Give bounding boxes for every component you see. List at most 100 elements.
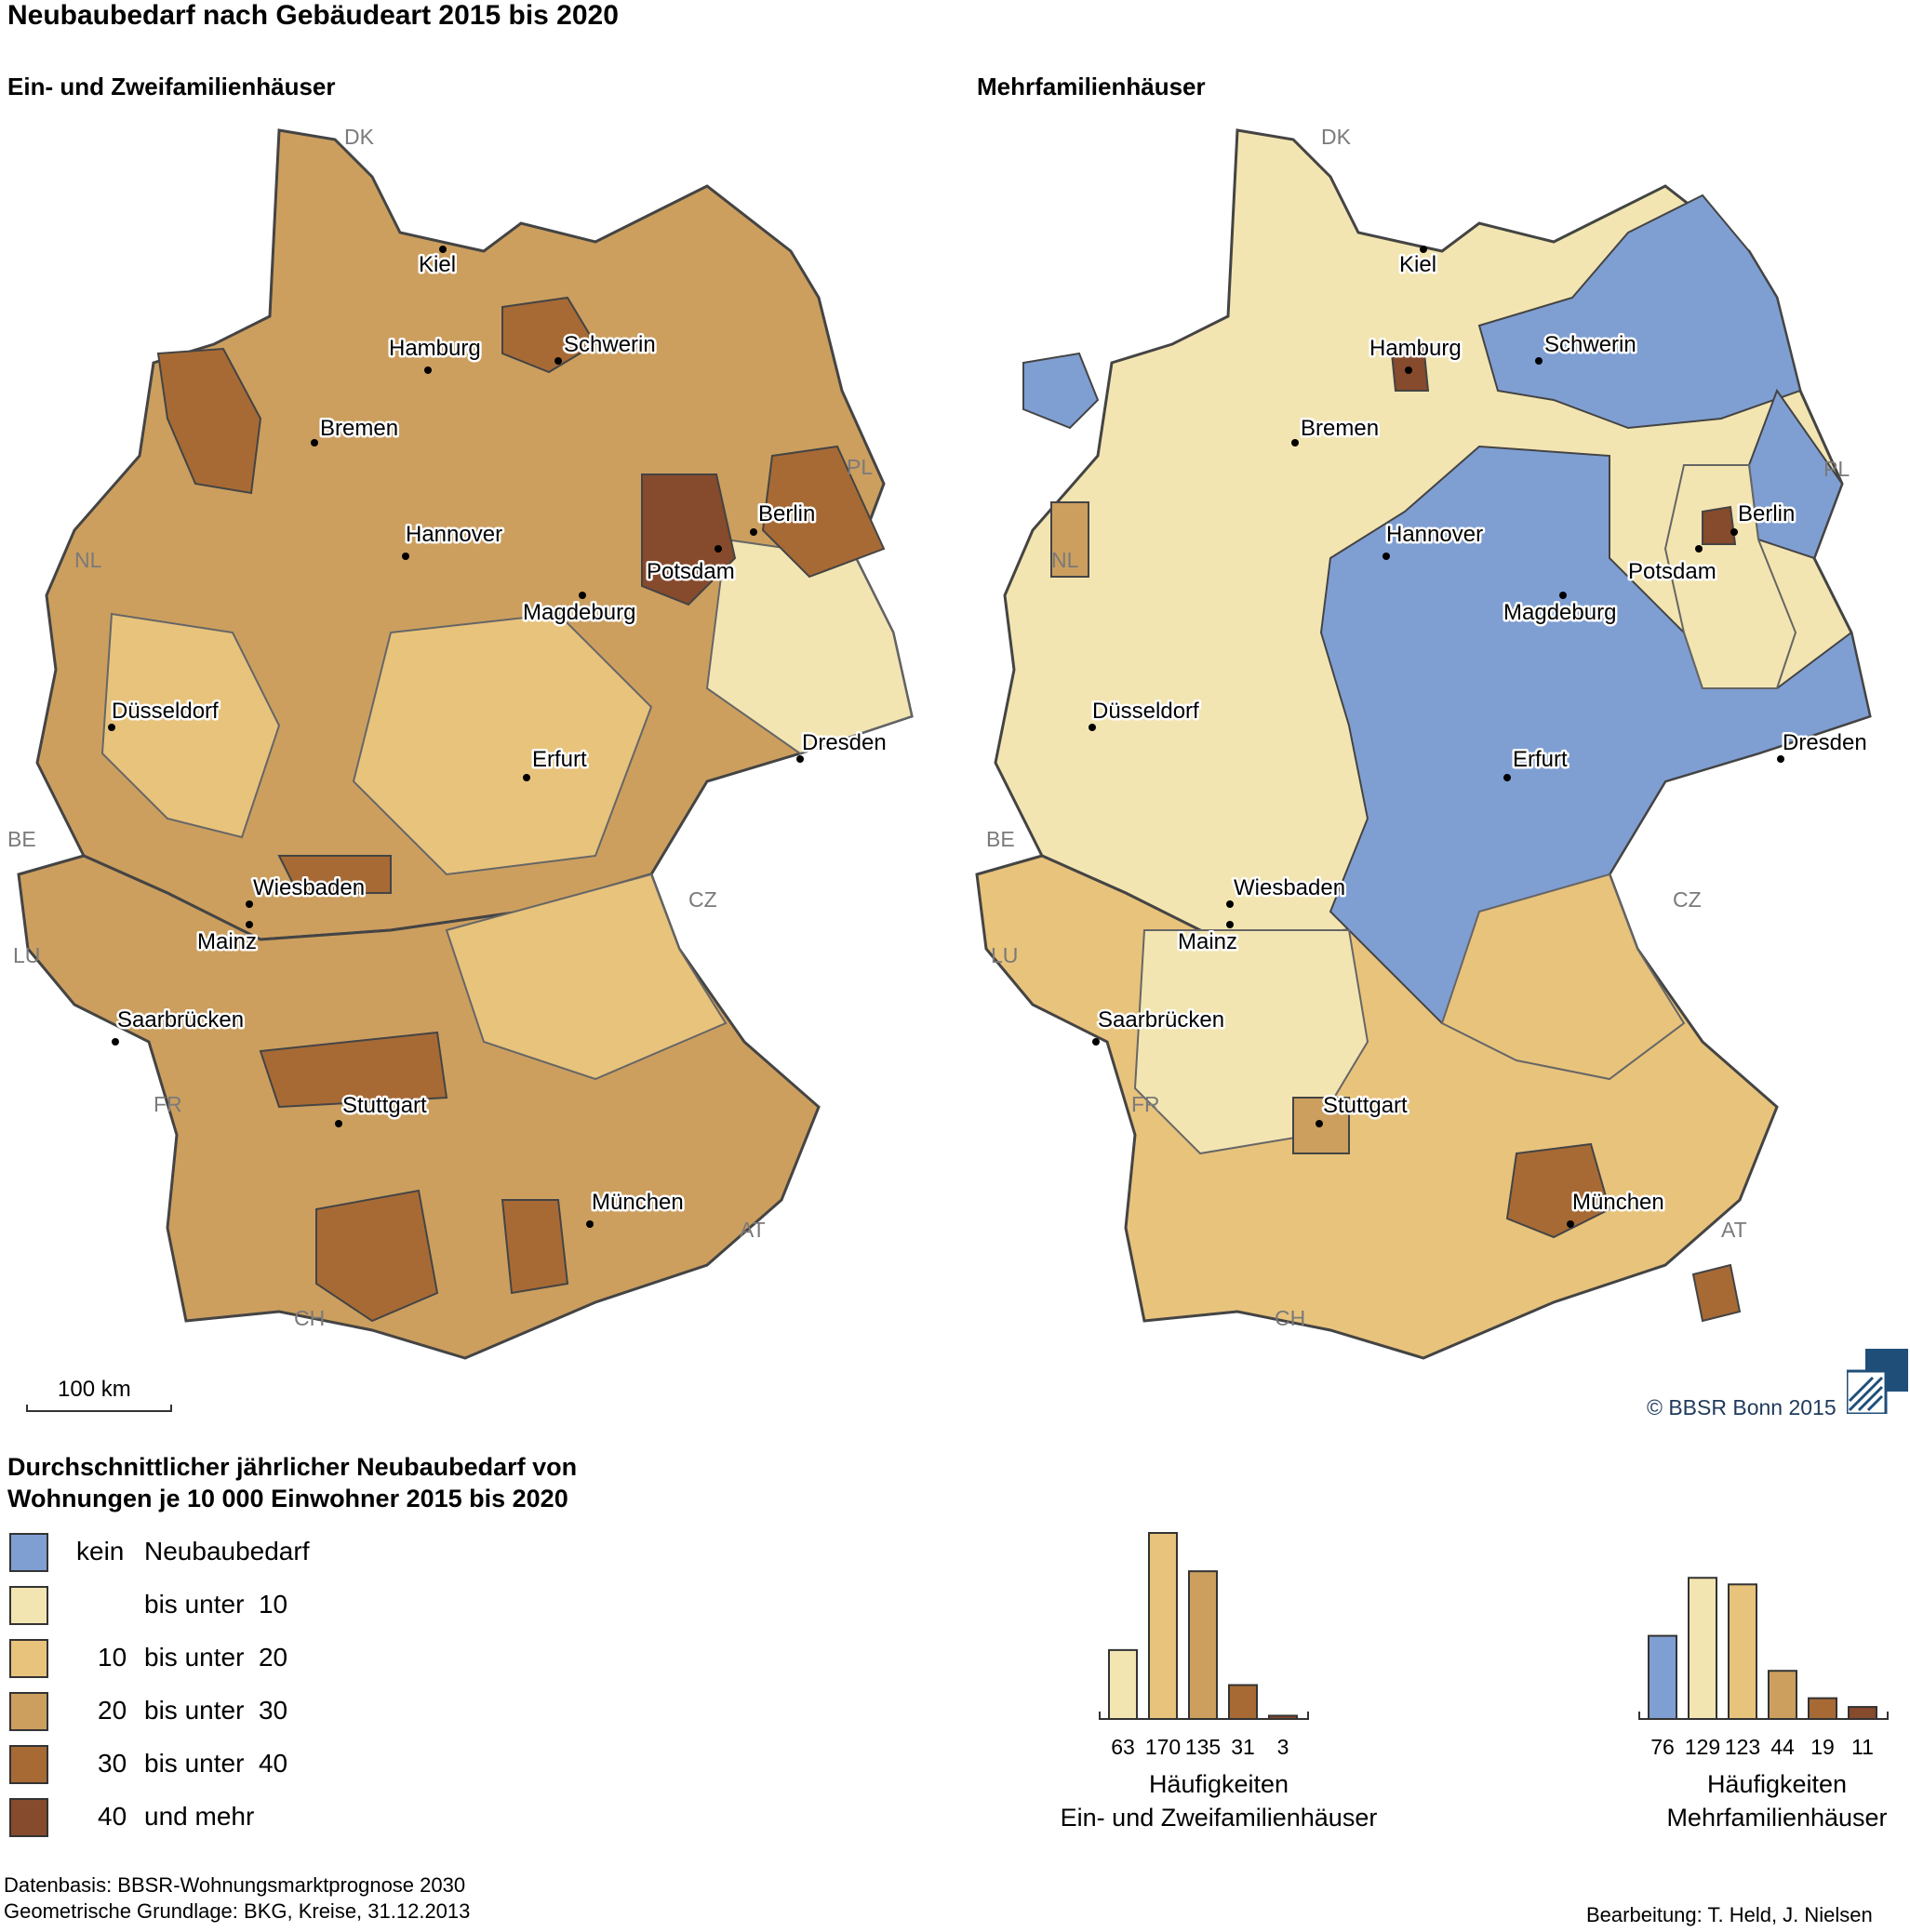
footer-author: Bearbeitung: T. Held, J. Nielsen bbox=[1586, 1903, 1873, 1926]
region-blue-northwest-mfh bbox=[1022, 352, 1100, 430]
city-label: Kiel bbox=[1399, 252, 1436, 277]
city-label: Hamburg bbox=[389, 336, 481, 361]
histogram-bar bbox=[1728, 1583, 1757, 1721]
germany-outline-efh bbox=[17, 128, 914, 1360]
footer-source-2: Geometrische Grundlage: BKG, Kreise, 31.… bbox=[4, 1899, 471, 1923]
city-label: Erfurt bbox=[1513, 747, 1568, 772]
country-label: CZ bbox=[1673, 887, 1702, 912]
legend-from: 40 bbox=[98, 1802, 127, 1831]
country-label: AT bbox=[740, 1218, 766, 1242]
country-label: LU bbox=[991, 943, 1018, 967]
city-labels-efh: Kiel Hamburg Schwerin Bremen Hannover Be… bbox=[108, 246, 888, 1228]
legend-label: und mehr bbox=[144, 1802, 255, 1831]
city-label: Mainz bbox=[197, 929, 257, 954]
city-label: Kiel bbox=[419, 252, 456, 277]
histogram-caption-line: Mehrfamilienhäuser bbox=[1666, 1804, 1888, 1832]
city-labels-mfh: Kiel Hamburg Schwerin Bremen Hannover Be… bbox=[1089, 246, 1869, 1228]
legend-label: Neubaubedarf bbox=[144, 1537, 310, 1566]
country-label: NL bbox=[1051, 548, 1079, 572]
city-label: Bremen bbox=[320, 416, 398, 441]
legend-swatch bbox=[9, 1639, 48, 1678]
region-dark-ne-efh bbox=[761, 445, 886, 579]
city-label: Wiesbaden bbox=[1234, 875, 1345, 900]
city-label: Schwerin bbox=[564, 332, 656, 357]
histogram-value-label: 123 bbox=[1725, 1735, 1760, 1758]
city-label: Mainz bbox=[1178, 929, 1237, 954]
city-label: Hamburg bbox=[1369, 336, 1462, 361]
scalebar bbox=[26, 1405, 172, 1412]
city-label: Berlin bbox=[758, 501, 815, 526]
legend-label: bis unter 40 bbox=[144, 1749, 288, 1778]
histogram-value-label: 63 bbox=[1111, 1735, 1135, 1758]
histogram-bar bbox=[1688, 1577, 1717, 1720]
region-mid-west-mfh bbox=[1050, 501, 1089, 578]
region-light-west-efh bbox=[100, 612, 281, 839]
city-label: Düsseldorf bbox=[112, 699, 219, 724]
city-label: München bbox=[1572, 1190, 1664, 1215]
country-labels-efh: DK NL PL BE LU CZ FR AT CH bbox=[7, 125, 873, 1330]
map-efh: DK NL PL BE LU CZ FR AT CH Kiel Hamburg … bbox=[7, 125, 914, 1360]
histogram-value-label: 135 bbox=[1185, 1735, 1221, 1758]
legend-from: 20 bbox=[98, 1696, 127, 1725]
region-dark-schwerin-efh bbox=[501, 296, 597, 374]
region-dark-south2-efh bbox=[501, 1199, 569, 1295]
city-label: Saarbrücken bbox=[1098, 1007, 1224, 1033]
legend-label: bis unter 20 bbox=[144, 1643, 288, 1672]
country-label: LU bbox=[13, 943, 40, 967]
histogram-caption-mfh: Häufigkeiten Mehrfamilienhäuser bbox=[1647, 1767, 1907, 1834]
histogram-caption-line: Häufigkeiten bbox=[1706, 1770, 1848, 1798]
city-label: Dresden bbox=[802, 730, 887, 755]
histogram-axis bbox=[1638, 1712, 1889, 1720]
city-label: Schwerin bbox=[1544, 332, 1636, 357]
city-label: Wiesbaden bbox=[253, 875, 365, 900]
copyright: © BBSR Bonn 2015 bbox=[1647, 1395, 1837, 1419]
legend-title-line: Durchschnittlicher jährlicher Neubaubeda… bbox=[7, 1453, 578, 1481]
scalebar-label: 100 km bbox=[58, 1377, 131, 1402]
legend-from: kein bbox=[76, 1537, 125, 1566]
histogram-bar bbox=[1228, 1684, 1258, 1721]
histogram-efh: 63 170 135 31 3 bbox=[1099, 1532, 1309, 1758]
city-label: Hannover bbox=[1386, 522, 1483, 547]
region-dark-alps-mfh bbox=[1691, 1263, 1742, 1323]
legend-swatch bbox=[9, 1745, 48, 1784]
legend-swatch bbox=[9, 1692, 48, 1731]
region-mid-bavaria-mfh bbox=[1440, 873, 1686, 1081]
page-title: Neubaubedarf nach Gebäudeart 2015 bis 20… bbox=[7, 0, 619, 31]
map-mfh: DK NL PL BE LU CZ FR AT CH Kiel Hamburg … bbox=[975, 125, 1872, 1360]
map-title-mfh: Mehrfamilienhäuser bbox=[977, 73, 1206, 100]
legend-swatch bbox=[9, 1586, 48, 1625]
city-label: Potsdam bbox=[647, 559, 735, 584]
city-label: Stuttgart bbox=[342, 1093, 427, 1118]
city-label: Berlin bbox=[1738, 501, 1795, 526]
bbsr-logo-icon bbox=[1847, 1349, 1908, 1414]
country-label: FR bbox=[1131, 1092, 1160, 1116]
region-blue-northeast-mfh bbox=[1477, 193, 1802, 430]
city-label: Erfurt bbox=[532, 747, 587, 772]
city-label: Magdeburg bbox=[1503, 600, 1616, 625]
histogram-caption-efh: Häufigkeiten Ein- und Zweifamilienhäuser bbox=[1037, 1767, 1400, 1834]
histogram-value-label: 19 bbox=[1810, 1735, 1835, 1758]
city-label: Dresden bbox=[1783, 730, 1867, 755]
country-label: BE bbox=[7, 827, 36, 851]
legend-swatch bbox=[9, 1798, 48, 1837]
region-light-southeast-efh bbox=[445, 873, 728, 1081]
footer-source-1: Datenbasis: BBSR-Wohnungsmarktprognose 2… bbox=[4, 1873, 466, 1897]
histogram-caption-line: Häufigkeiten bbox=[1148, 1770, 1289, 1798]
legend-from: 30 bbox=[98, 1749, 127, 1778]
region-dark-potsdam-efh bbox=[641, 473, 737, 606]
city-label: Bremen bbox=[1301, 416, 1379, 441]
map-title-efh: Ein- und Zweifamilienhäuser bbox=[7, 73, 336, 100]
country-label: CZ bbox=[688, 887, 717, 912]
histogram-bar bbox=[1768, 1670, 1797, 1720]
histogram-value-label: 129 bbox=[1685, 1735, 1720, 1758]
histogram-value-label: 11 bbox=[1851, 1735, 1874, 1758]
legend-swatch bbox=[9, 1533, 48, 1572]
legend-label: bis unter 30 bbox=[144, 1696, 288, 1725]
country-label: DK bbox=[1321, 125, 1352, 149]
germany-outline-mfh bbox=[975, 128, 1872, 1360]
histogram-caption-line: Ein- und Zweifamilienhäuser bbox=[1060, 1804, 1378, 1832]
legend-title: Durchschnittlicher jährlicher Neubaubeda… bbox=[7, 1451, 845, 1514]
histogram-bar bbox=[1188, 1570, 1218, 1721]
city-label: Magdeburg bbox=[523, 600, 635, 625]
region-dark-hessen-efh bbox=[277, 855, 392, 894]
